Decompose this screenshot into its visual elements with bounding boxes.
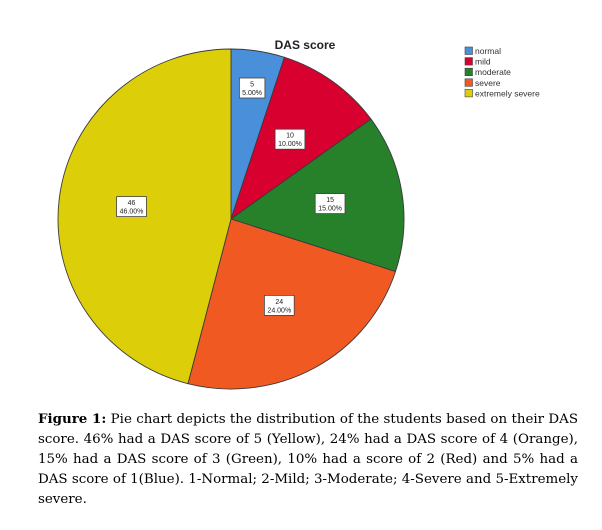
pie-slices bbox=[57, 48, 405, 390]
slice-value-label: 15 bbox=[326, 197, 334, 204]
slice-label-extremely-severe: 46 46.00% bbox=[116, 196, 147, 218]
slice-percent-label: 10.00% bbox=[278, 141, 302, 148]
legend-label: extremely severe bbox=[475, 88, 540, 98]
chart-title: DAS score bbox=[275, 38, 336, 52]
slice-percent-label: 46.00% bbox=[120, 209, 144, 216]
slice-label-box bbox=[263, 294, 295, 316]
legend-swatch bbox=[464, 57, 473, 66]
legend-label: mild bbox=[475, 57, 491, 67]
figure-caption: Figure 1: Pie chart depicts the distribu… bbox=[38, 409, 578, 510]
legend-label: severe bbox=[475, 78, 501, 88]
legend-item-moderate: moderate bbox=[464, 67, 511, 77]
legend-item-mild: mild bbox=[464, 57, 491, 67]
slice-value-label: 24 bbox=[275, 299, 283, 306]
slice-percent-label: 15.00% bbox=[318, 206, 342, 213]
legend-swatch bbox=[464, 67, 473, 76]
slice-label-normal: 55.00% bbox=[238, 77, 266, 99]
legend-swatch bbox=[464, 89, 473, 98]
legend-item-extremely-severe: extremely severe bbox=[464, 88, 540, 98]
slice-label-box bbox=[116, 196, 147, 218]
legend-swatch bbox=[464, 78, 473, 87]
caption-label: Figure 1: bbox=[38, 411, 107, 427]
legend-label: normal bbox=[475, 46, 501, 56]
slice-label-box bbox=[274, 128, 306, 150]
caption-text: Pie chart depicts the distribution of th… bbox=[38, 412, 578, 507]
slice-label-box bbox=[314, 193, 346, 215]
legend-label: moderate bbox=[475, 67, 511, 77]
slice-value-label: 10 bbox=[286, 133, 294, 140]
legend-item-severe: severe bbox=[464, 78, 501, 88]
pie-chart-figure: DAS score 5 5.00% 10 10.00% 15 15.00% 24 24.00%… bbox=[57, 38, 540, 390]
slice-label-moderate: 15 15.00% bbox=[314, 193, 346, 215]
slice-percent-label: 5.00% bbox=[242, 90, 262, 97]
legend-item-normal: normal bbox=[464, 46, 501, 56]
slice-value-label: 5 bbox=[250, 82, 254, 89]
slice-percent-label: 24.00% bbox=[267, 307, 291, 314]
slice-label-box bbox=[238, 77, 266, 99]
legend-swatch bbox=[464, 46, 473, 55]
slice-value-label: 46 bbox=[128, 200, 136, 207]
